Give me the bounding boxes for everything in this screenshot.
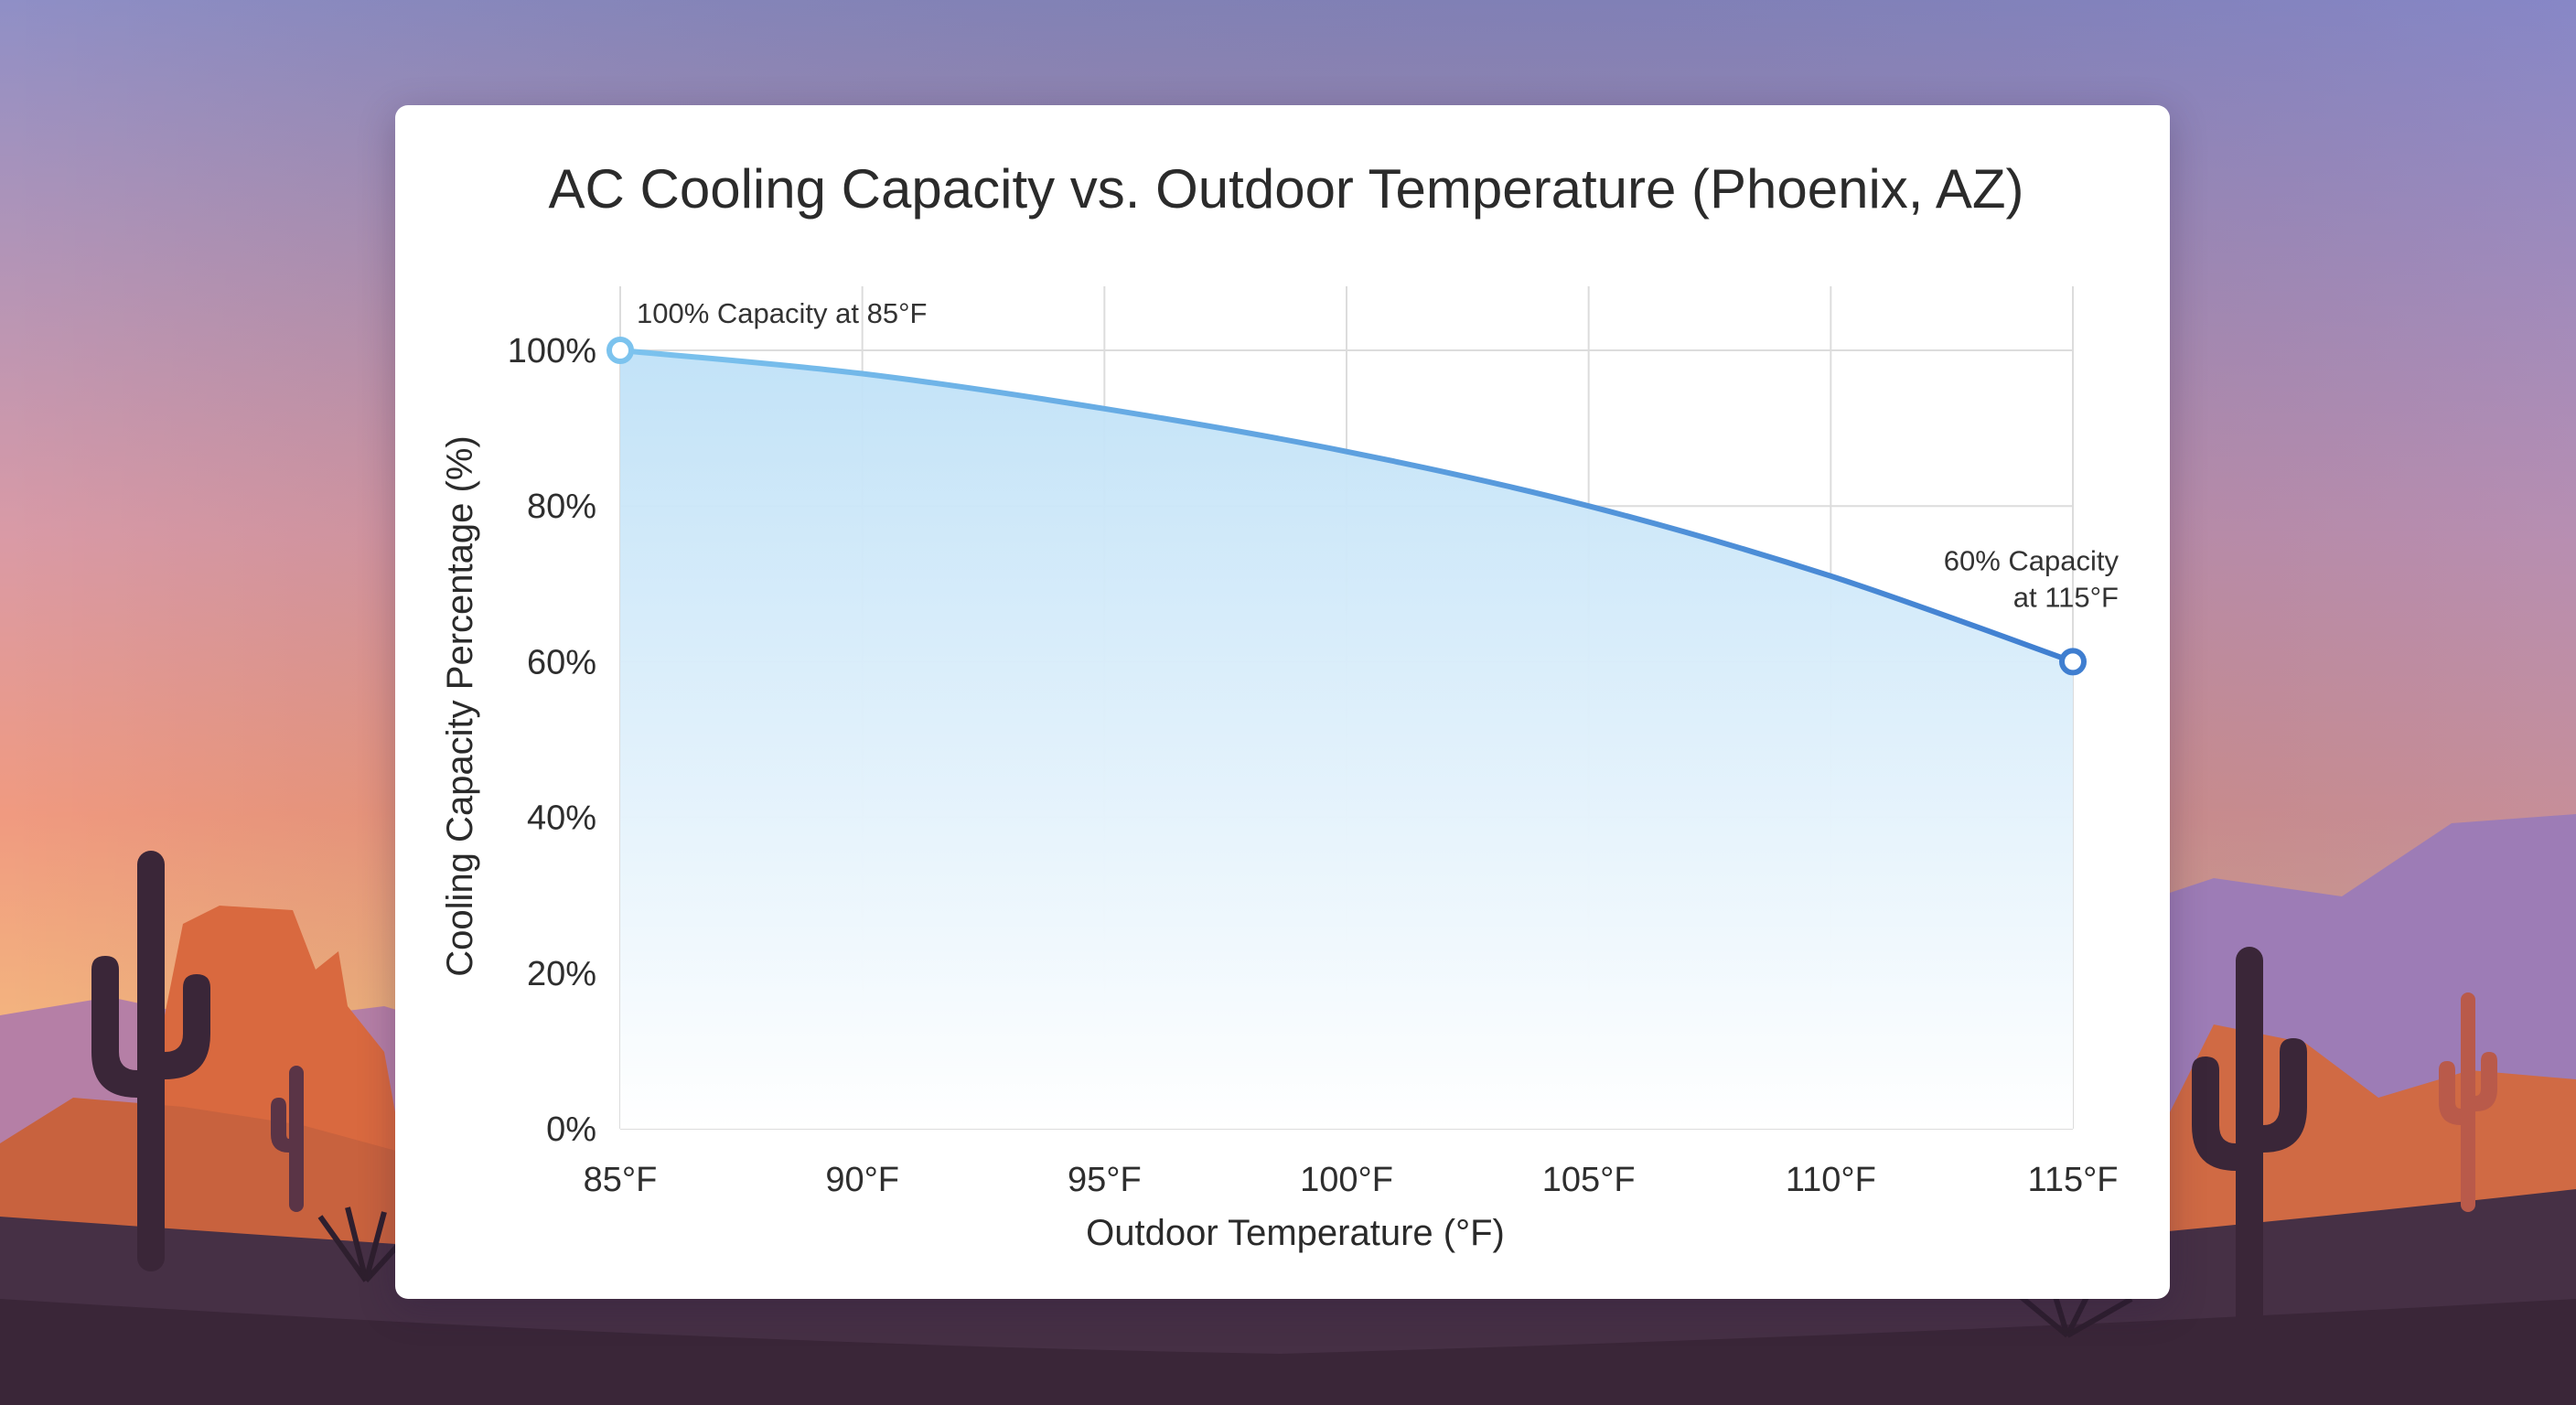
y-tick-label-5: 100% — [508, 332, 596, 370]
x-tick-label-2: 95°F — [1068, 1161, 1142, 1199]
chart-title: AC Cooling Capacity vs. Outdoor Temperat… — [549, 158, 2024, 220]
x-tick-label-6: 115°F — [2028, 1161, 2119, 1199]
y-tick-label-0: 0% — [546, 1110, 596, 1149]
x-tick-label-0: 85°F — [584, 1161, 658, 1199]
saguaro-cactus-right — [2192, 947, 2307, 1331]
annotation-0-line-0: 100% Capacity at 85°F — [637, 297, 927, 329]
y-tick-label-3: 60% — [527, 643, 596, 681]
annotation-1-line-1: at 115°F — [2013, 581, 2119, 613]
chart-card: AC Cooling Capacity vs. Outdoor Temperat… — [395, 105, 2170, 1299]
capacity-area-fill — [620, 350, 2073, 1129]
x-tick-label-3: 100°F — [1300, 1161, 1393, 1199]
y-tick-label-2: 40% — [527, 799, 596, 838]
data-markers — [606, 337, 2087, 676]
y-tick-label-4: 80% — [527, 488, 596, 526]
x-tick-label-1: 90°F — [825, 1161, 899, 1199]
y-axis-label: Cooling Capacity Percentage (%) — [440, 435, 480, 976]
chart-svg: AC Cooling Capacity vs. Outdoor Temperat… — [440, 158, 2119, 1253]
capacity-line — [617, 348, 2076, 665]
y-axis-ticks: 0% 20% 40% 60% 80% 100% — [508, 332, 596, 1149]
saguaro-cactus-small-right — [2439, 992, 2497, 1212]
annotation-1-line-0: 60% Capacity — [1944, 544, 2120, 576]
x-tick-label-5: 110°F — [1786, 1161, 1876, 1199]
annotation-1: 60% Capacity at 115°F — [1944, 544, 2120, 613]
saguaro-cactus-small-left — [271, 1066, 304, 1212]
mesa-left — [137, 906, 402, 1153]
data-marker-0 — [606, 337, 634, 364]
data-marker-1 — [2059, 648, 2087, 676]
x-axis-ticks: 85°F 90°F 95°F 100°F 105°F 110°F 115°F — [584, 1161, 2119, 1199]
annotation-0: 100% Capacity at 85°F — [637, 297, 927, 329]
y-tick-label-1: 20% — [527, 955, 596, 993]
annotations: 100% Capacity at 85°F 60% Capacity at 115°… — [637, 297, 2119, 613]
x-tick-label-4: 105°F — [1542, 1161, 1636, 1199]
saguaro-cactus-left — [91, 851, 210, 1271]
x-axis-label: Outdoor Temperature (°F) — [1086, 1213, 1505, 1253]
